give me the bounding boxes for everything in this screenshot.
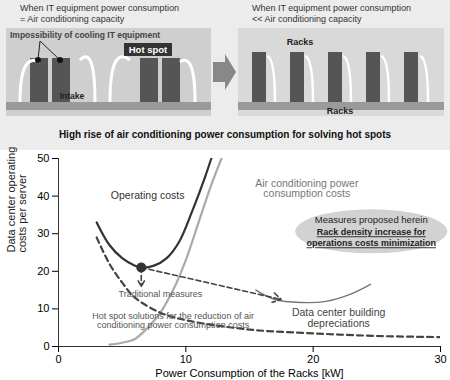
- svg-text:When IT equipment power consum: When IT equipment power consumption: [252, 3, 411, 13]
- svg-text:Traditional measures: Traditional measures: [119, 289, 203, 299]
- svg-text:Rack density increase for: Rack density increase for: [317, 227, 427, 237]
- svg-text:Power Consumption of the Racks: Power Consumption of the Racks [kW]: [155, 367, 343, 379]
- svg-text:Hot spot solutions for the red: Hot spot solutions for the reduction of …: [92, 311, 254, 330]
- svg-text:When IT equipment power consum: When IT equipment power consumption: [20, 3, 179, 13]
- svg-text:10: 10: [180, 353, 192, 365]
- svg-text:Racks: Racks: [327, 106, 354, 116]
- svg-text:Operating costs: Operating costs: [111, 189, 185, 201]
- svg-text:Impossibility of cooling IT eq: Impossibility of cooling IT equipment: [10, 30, 160, 40]
- svg-text:20: 20: [37, 265, 49, 277]
- svg-text:30: 30: [37, 227, 49, 239]
- svg-text:Data center buildingdepreciati: Data center buildingdepreciations: [292, 306, 386, 329]
- svg-text:40: 40: [37, 190, 49, 202]
- svg-text:30: 30: [434, 353, 446, 365]
- svg-text:Measures proposed herein: Measures proposed herein: [315, 214, 428, 225]
- svg-text:0: 0: [43, 340, 49, 352]
- svg-text:50: 50: [37, 152, 49, 164]
- svg-text:Air conditioning powerconsumpt: Air conditioning powerconsumption costs: [255, 177, 359, 200]
- svg-text:0: 0: [55, 353, 61, 365]
- svg-text:Data center operatingcosts per: Data center operatingcosts per server: [5, 147, 28, 253]
- svg-text:Hot spot: Hot spot: [129, 44, 168, 55]
- svg-text:= Air conditioning capacity: = Air conditioning capacity: [20, 14, 125, 24]
- svg-text:Racks: Racks: [287, 37, 314, 47]
- svg-text:20: 20: [307, 353, 319, 365]
- svg-text:Intake: Intake: [60, 91, 85, 101]
- svg-text:High rise of air conditioning: High rise of air conditioning power cons…: [59, 129, 392, 140]
- svg-text:operations costs minimization: operations costs minimization: [306, 238, 436, 248]
- svg-text:10: 10: [37, 302, 49, 314]
- svg-text:<< Air conditioning capacity: << Air conditioning capacity: [252, 14, 362, 24]
